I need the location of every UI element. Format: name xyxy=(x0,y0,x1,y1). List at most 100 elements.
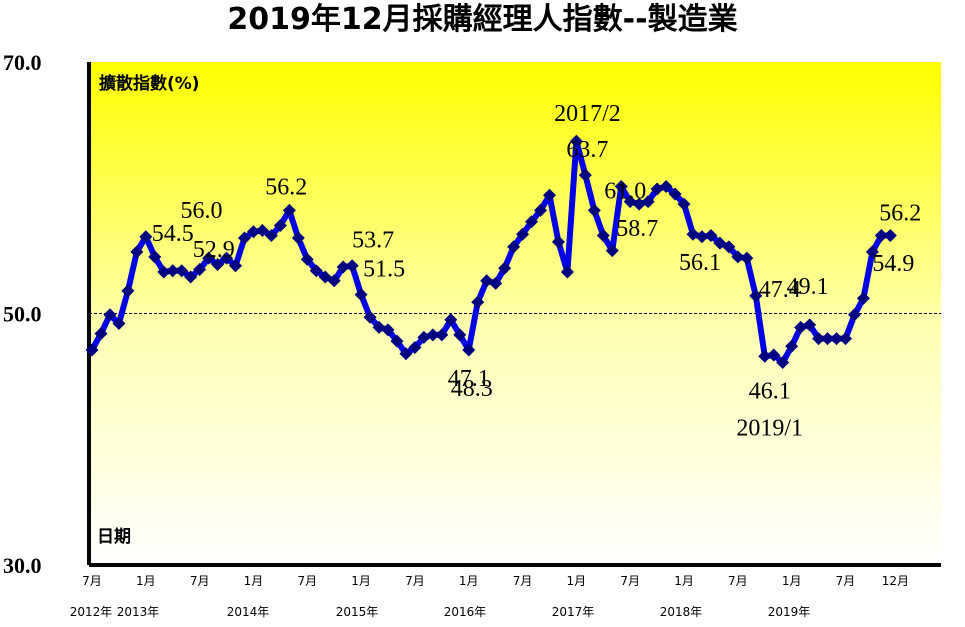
data-point-marker xyxy=(847,308,861,322)
data-point-marker xyxy=(498,261,512,275)
data-point-marker xyxy=(255,224,269,238)
data-point-marker xyxy=(148,250,162,264)
data-point-marker xyxy=(345,259,359,273)
data-point-marker xyxy=(282,203,296,217)
chart-title: 2019年12月採購經理人指數--製造業 xyxy=(227,2,738,37)
data-point-marker xyxy=(157,265,171,279)
x-tick-label: 1月 xyxy=(244,574,264,588)
data-point-marker xyxy=(462,343,476,357)
x-year-label: 2016年 xyxy=(444,605,487,619)
x-year-label: 2019年 xyxy=(768,605,811,619)
x-tick-label: 7月 xyxy=(513,574,533,588)
data-point-marker xyxy=(605,244,619,258)
data-label: 47.1 xyxy=(448,366,490,392)
data-label: 58.7 xyxy=(616,216,658,242)
data-point-marker xyxy=(139,230,153,244)
data-point-marker xyxy=(291,231,305,245)
data-point-marker xyxy=(534,203,547,217)
data-point-marker xyxy=(229,259,243,273)
data-point-marker xyxy=(211,257,225,271)
data-point-marker xyxy=(94,327,108,341)
data-point-marker xyxy=(363,310,377,324)
data-point-marker xyxy=(202,251,216,265)
data-point-marker xyxy=(264,229,278,243)
x-year-label: 2012年 xyxy=(70,605,113,619)
data-point-marker xyxy=(507,240,521,254)
x-tick-label: 7月 xyxy=(82,574,102,588)
data-label: 56.2 xyxy=(265,174,307,200)
x-year-label: 2013年 xyxy=(117,605,160,619)
x-tick-label: 7月 xyxy=(728,574,748,588)
data-point-marker xyxy=(551,235,565,249)
x-tick-label: 12月 xyxy=(882,574,909,588)
data-point-marker xyxy=(749,289,763,303)
data-point-marker xyxy=(408,340,422,354)
data-point-marker xyxy=(220,251,234,265)
data-point-marker xyxy=(516,227,530,241)
data-point-marker xyxy=(641,195,655,209)
x-tick-label: 7月 xyxy=(190,574,210,588)
data-point-marker xyxy=(166,264,180,278)
x-year-label: 2014年 xyxy=(227,605,270,619)
data-point-marker xyxy=(273,218,287,232)
data-label: 54.9 xyxy=(872,251,914,277)
data-point-marker xyxy=(677,197,691,211)
data-point-marker xyxy=(659,179,673,193)
data-point-marker xyxy=(309,264,323,278)
x-axis-label: 日期 xyxy=(97,527,131,547)
data-label: 52.9 xyxy=(193,237,235,263)
data-label: 63.7 xyxy=(566,137,608,163)
data-point-marker xyxy=(381,323,395,337)
x-year-label: 2018年 xyxy=(660,605,703,619)
data-point-marker xyxy=(399,347,413,361)
data-label: 56.1 xyxy=(679,250,721,276)
x-tick-label: 7月 xyxy=(620,574,640,588)
data-point-marker xyxy=(838,332,852,346)
y-tick-label: 30.0 xyxy=(3,553,42,578)
data-label: 47.4 xyxy=(759,277,801,303)
data-point-marker xyxy=(112,317,126,331)
data-point-marker xyxy=(354,288,368,302)
data-point-marker xyxy=(435,328,449,342)
data-label: 51.5 xyxy=(363,257,405,283)
data-point-marker xyxy=(803,318,817,332)
data-point-marker xyxy=(489,276,503,290)
x-year-label: 2017年 xyxy=(552,605,595,619)
data-point-marker xyxy=(175,264,189,278)
data-point-marker xyxy=(578,168,592,182)
data-point-marker xyxy=(569,134,583,148)
x-tick-label: 7月 xyxy=(836,574,856,588)
data-point-marker xyxy=(812,332,826,346)
data-point-marker xyxy=(830,332,844,346)
data-label: 48.3 xyxy=(451,376,493,402)
data-point-marker xyxy=(300,252,314,266)
data-point-marker xyxy=(121,284,135,298)
data-point-marker xyxy=(426,328,440,342)
data-point-marker xyxy=(453,328,467,342)
data-point-marker xyxy=(444,313,458,327)
data-label: 54.5 xyxy=(152,221,194,247)
data-label: 56.2 xyxy=(879,201,921,227)
y-tick-label: 70.0 xyxy=(3,50,42,75)
x-tick-label: 1月 xyxy=(136,574,156,588)
data-label: 49.1 xyxy=(787,274,829,300)
data-point-marker xyxy=(471,295,485,309)
data-point-marker xyxy=(390,334,404,348)
data-point-marker xyxy=(865,245,879,259)
data-point-marker xyxy=(525,215,539,229)
x-tick-label: 1月 xyxy=(674,574,694,588)
x-tick-label: 1月 xyxy=(567,574,587,588)
x-tick-label: 1月 xyxy=(351,574,371,588)
data-label: 2019/1 xyxy=(736,416,803,442)
data-point-marker xyxy=(668,187,682,201)
data-point-marker xyxy=(193,262,207,276)
y-tick-label: 50.0 xyxy=(3,302,42,327)
data-point-marker xyxy=(130,245,144,259)
data-point-marker xyxy=(785,339,799,353)
x-tick-label: 7月 xyxy=(297,574,317,588)
data-point-marker xyxy=(246,225,260,239)
data-point-marker xyxy=(542,188,556,202)
data-point-marker xyxy=(695,230,709,244)
data-label: 46.1 xyxy=(749,379,791,405)
